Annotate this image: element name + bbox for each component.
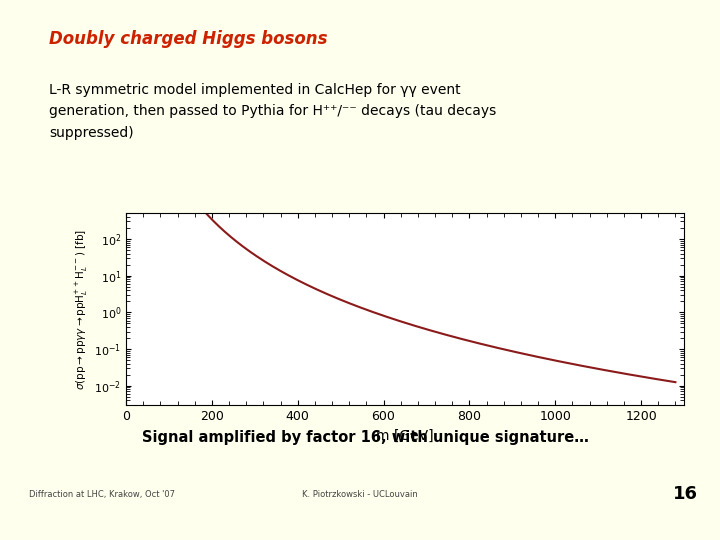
Text: Diffraction at LHC, Krakow, Oct '07: Diffraction at LHC, Krakow, Oct '07 — [29, 490, 175, 499]
Text: Doubly charged Higgs bosons: Doubly charged Higgs bosons — [49, 30, 328, 48]
Text: K. Piotrzkowski - UCLouvain: K. Piotrzkowski - UCLouvain — [302, 490, 418, 499]
Y-axis label: $\sigma$(pp$\rightarrow$pp$\gamma\gamma$$\rightarrow$ppH$_L^{++}$H$_L^{--}$) [fb: $\sigma$(pp$\rightarrow$pp$\gamma\gamma$… — [74, 228, 90, 390]
Text: 16: 16 — [673, 485, 698, 503]
X-axis label: m [GeV]: m [GeV] — [376, 428, 434, 442]
Text: Signal amplified by factor 16, with unique signature…: Signal amplified by factor 16, with uniq… — [142, 430, 589, 445]
Text: L-R symmetric model implemented in CalcHep for γγ event
generation, then passed : L-R symmetric model implemented in CalcH… — [49, 83, 496, 140]
